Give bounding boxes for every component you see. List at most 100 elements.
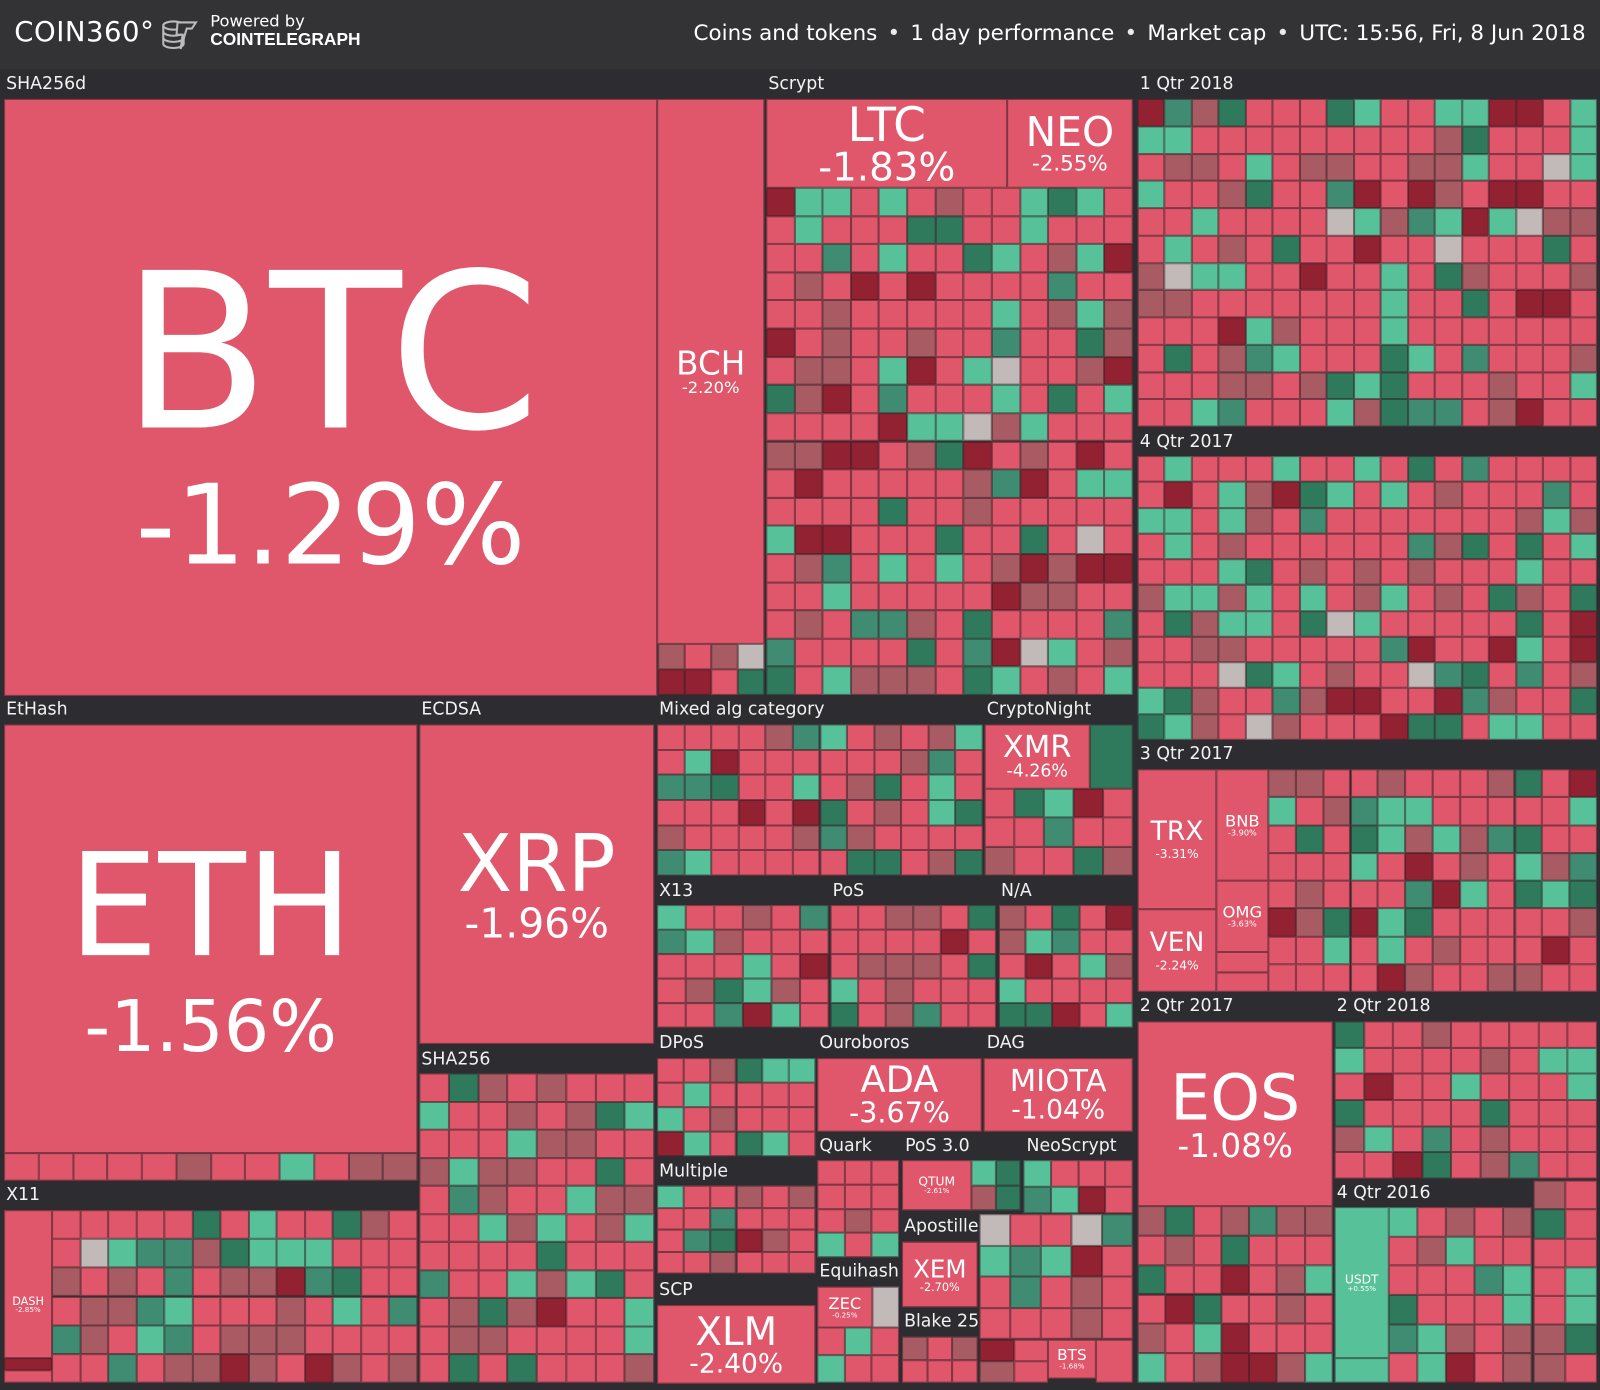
coin-tile[interactable]	[1434, 585, 1462, 611]
coin-tile[interactable]	[736, 1251, 763, 1274]
coin-tile[interactable]	[419, 1073, 449, 1102]
coin-tile[interactable]	[738, 850, 766, 876]
coin-tile[interactable]	[858, 905, 886, 930]
coin-tile[interactable]	[1542, 852, 1570, 881]
coin-tile[interactable]	[850, 582, 880, 611]
coin-tile[interactable]	[507, 1101, 537, 1130]
coin-tile[interactable]	[963, 356, 992, 385]
coin-tile[interactable]	[935, 610, 964, 639]
coin-tile[interactable]	[595, 1185, 625, 1214]
coin-tile[interactable]	[52, 1267, 81, 1297]
coin-tile[interactable]	[658, 643, 685, 670]
coin-tile[interactable]	[1014, 788, 1044, 818]
coin-tile[interactable]	[478, 1298, 508, 1327]
coin-tile[interactable]	[709, 1131, 737, 1157]
coin-tile[interactable]	[991, 215, 1020, 245]
coin-tile[interactable]	[1515, 610, 1543, 637]
coin-tile[interactable]	[507, 1326, 537, 1355]
coin-tile[interactable]	[1392, 1099, 1423, 1127]
coin-tile[interactable]	[1272, 317, 1300, 345]
coin-tile[interactable]	[1076, 187, 1105, 216]
coin-tile[interactable]	[1326, 399, 1354, 427]
coin-tile[interactable]	[979, 1276, 1011, 1308]
coin-tile[interactable]	[1048, 497, 1077, 526]
coin-tile[interactable]	[1422, 1021, 1452, 1048]
coin-tile[interactable]	[1076, 610, 1105, 639]
coin-tile[interactable]	[907, 356, 936, 385]
coin-tile[interactable]	[1461, 317, 1489, 345]
coin-tile[interactable]	[1334, 1358, 1389, 1383]
coin-tile[interactable]	[192, 1267, 221, 1297]
coin-tile[interactable]	[765, 749, 793, 775]
coin-tile[interactable]	[794, 300, 823, 329]
coin-tile[interactable]	[794, 525, 823, 555]
coin-tile-bch[interactable]: BCH -2.20%	[657, 98, 765, 644]
coin-tile[interactable]	[220, 1238, 249, 1268]
coin-tile[interactable]	[794, 441, 823, 470]
coin-tile[interactable]	[850, 441, 880, 470]
coin-tile[interactable]	[1488, 662, 1516, 689]
coin-tile[interactable]	[1272, 456, 1300, 482]
coin-tile[interactable]	[871, 1232, 899, 1258]
coin-tile[interactable]	[657, 1131, 684, 1157]
coin-tile[interactable]	[766, 244, 795, 273]
coin-tile[interactable]	[1295, 852, 1324, 881]
coin-tile[interactable]	[1480, 1073, 1510, 1100]
coin-tile[interactable]	[1249, 1206, 1277, 1236]
coin-tile[interactable]	[1542, 126, 1570, 154]
coin-tile[interactable]	[1304, 1235, 1333, 1265]
coin-tile[interactable]	[1474, 1324, 1504, 1354]
coin-tile[interactable]	[711, 825, 739, 851]
coin-tile[interactable]	[248, 1267, 277, 1297]
coin-tile[interactable]	[276, 1296, 305, 1326]
coin-tile[interactable]	[792, 724, 820, 750]
coin-tile[interactable]	[1299, 180, 1327, 209]
coin-tile[interactable]	[984, 846, 1015, 876]
coin-tile[interactable]	[1104, 610, 1133, 639]
coin-tile[interactable]	[1417, 1207, 1446, 1237]
coin-tile[interactable]	[1434, 126, 1462, 154]
coin-tile-xem[interactable]: XEM -2.70%	[902, 1241, 978, 1308]
coin-tile[interactable]	[709, 1251, 737, 1274]
coin-tile[interactable]	[1216, 971, 1269, 992]
coin-tile[interactable]	[927, 1336, 953, 1360]
coin-tile[interactable]	[1542, 153, 1570, 181]
coin-tile[interactable]	[1040, 1245, 1072, 1277]
coin-tile[interactable]	[1137, 290, 1165, 318]
coin-tile[interactable]	[448, 1298, 479, 1327]
coin-tile[interactable]	[1299, 456, 1327, 482]
coin-tile[interactable]	[176, 1153, 211, 1181]
coin-tile[interactable]	[850, 469, 880, 498]
coin-tile[interactable]	[901, 724, 929, 750]
coin-tile[interactable]	[1164, 713, 1192, 740]
coin-tile[interactable]	[736, 1107, 763, 1132]
coin-tile[interactable]	[1380, 126, 1408, 154]
coin-tile[interactable]	[1569, 797, 1597, 825]
coin-tile[interactable]	[928, 850, 956, 876]
coin-tile[interactable]	[1569, 481, 1597, 508]
coin-tile[interactable]	[1434, 636, 1462, 663]
coin-tile[interactable]	[766, 441, 795, 470]
coin-tile[interactable]	[979, 1339, 1014, 1362]
coin-tile[interactable]	[817, 1232, 845, 1258]
coin-tile[interactable]	[1165, 1235, 1194, 1265]
coin-tile[interactable]	[478, 1157, 508, 1186]
coin-tile[interactable]	[822, 413, 851, 442]
coin-tile[interactable]	[1380, 713, 1408, 740]
coin-tile[interactable]	[1326, 713, 1354, 740]
coin-tile[interactable]	[80, 1296, 109, 1326]
coin-tile[interactable]	[955, 724, 983, 750]
coin-tile[interactable]	[1487, 880, 1515, 909]
coin-tile[interactable]	[991, 356, 1020, 385]
coin-tile[interactable]	[1515, 126, 1543, 154]
coin-tile[interactable]	[1407, 636, 1435, 663]
coin-tile[interactable]	[1488, 317, 1516, 345]
coin-tile[interactable]	[984, 788, 1015, 818]
coin-tile[interactable]	[1048, 356, 1077, 385]
coin-tile[interactable]	[1299, 235, 1327, 263]
coin-tile[interactable]	[1191, 317, 1219, 345]
coin-tile[interactable]	[624, 1242, 655, 1271]
coin-tile[interactable]	[742, 954, 772, 979]
coin-tile[interactable]	[1079, 978, 1106, 1004]
coin-tile[interactable]	[817, 1184, 845, 1209]
